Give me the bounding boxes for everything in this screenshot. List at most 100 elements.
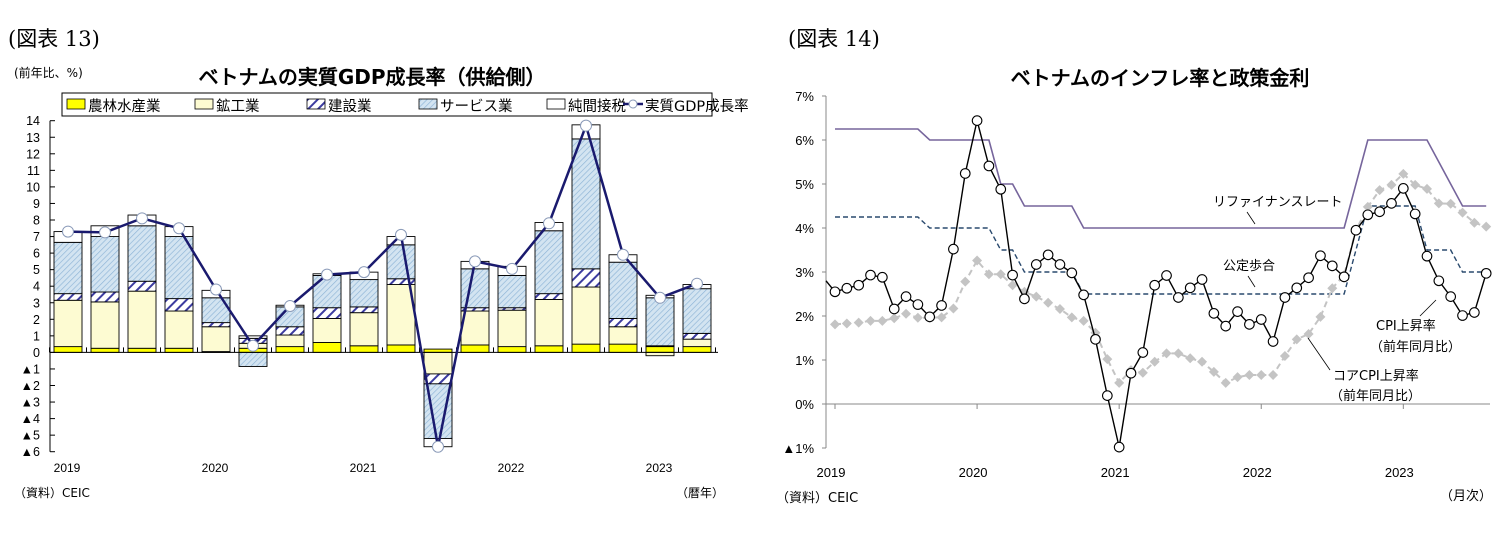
chart-title-14: ベトナムのインフレ率と政策金利 xyxy=(1011,66,1310,90)
gdp-growth-point xyxy=(321,268,333,281)
cpi-point xyxy=(900,291,912,302)
y-tick-label: ▲1 xyxy=(21,362,40,376)
bar-segment-0 xyxy=(571,343,601,353)
cpi-point xyxy=(1173,292,1184,303)
core-cpi-point xyxy=(1268,369,1279,380)
core-cpi-point xyxy=(1398,168,1409,179)
core-cpi-point xyxy=(1315,311,1326,322)
core-cpi-point xyxy=(1197,356,1208,367)
cpi-point xyxy=(1338,271,1350,283)
bar-segment-3 xyxy=(201,297,231,324)
bar-segment-3 xyxy=(497,274,527,309)
y-tick-label: 5% xyxy=(795,177,814,192)
x-tick-label: 2023 xyxy=(1385,465,1414,480)
gdp-growth-point xyxy=(284,300,296,313)
cpi-point xyxy=(877,271,888,283)
cpi-point xyxy=(1125,367,1137,379)
cpi-point xyxy=(1362,209,1374,221)
bar-segment-2 xyxy=(423,373,453,385)
y-tick-label: 12 xyxy=(26,147,40,161)
bar-segment-0 xyxy=(534,345,564,353)
annotation-refinance-rate: リファイナンスレート xyxy=(1213,195,1342,210)
bar-segment-2 xyxy=(164,298,194,312)
cpi-point xyxy=(1291,282,1303,294)
core-cpi-point xyxy=(1173,348,1184,359)
annotation-arrow xyxy=(1246,211,1256,225)
y-tick-label: 11 xyxy=(27,164,40,178)
legend-swatch-1 xyxy=(194,98,214,110)
gdp-growth-point xyxy=(210,283,222,296)
bar-stack-2023Q1 xyxy=(645,294,675,357)
annotation-core-cpi-line1: コアCPI上昇率 xyxy=(1333,368,1419,384)
gdp-growth-point xyxy=(432,440,444,453)
bar-segment-0 xyxy=(645,346,675,353)
cpi-point xyxy=(971,115,983,126)
x-tick-label: 2021 xyxy=(1101,465,1130,480)
cpi-point xyxy=(1445,291,1457,302)
cpi-point xyxy=(1409,208,1421,220)
bar-segment-1 xyxy=(127,290,157,349)
chart-title-13: ベトナムの実質GDP成長率（供給側） xyxy=(198,65,545,89)
cpi-point xyxy=(1161,270,1172,281)
y-tick-label: 2% xyxy=(795,309,814,324)
cpi-point xyxy=(1208,308,1220,319)
cpi-point xyxy=(853,279,865,291)
bar-segment-0 xyxy=(608,343,638,353)
y-tick-label: 7 xyxy=(33,230,40,244)
core-cpi-point xyxy=(1386,179,1397,190)
y-tick-label: 5 xyxy=(33,263,40,277)
core-cpi-point xyxy=(1137,367,1148,378)
bar-segment-2 xyxy=(534,293,564,300)
bar-stack-2020Q3 xyxy=(275,304,305,353)
core-cpi-point xyxy=(948,303,959,314)
bar-segment-3 xyxy=(164,236,194,300)
legend-marker-icon xyxy=(628,99,638,109)
bar-segment-0 xyxy=(312,342,342,353)
cpi-point xyxy=(1480,267,1492,279)
bar-segment-0 xyxy=(460,344,490,353)
x-tick-label: 2022 xyxy=(498,461,525,475)
gdp-growth-point xyxy=(136,212,148,225)
bar-segment-3 xyxy=(534,230,564,295)
cpi-point xyxy=(1054,259,1066,270)
bar-segment-2 xyxy=(608,318,638,328)
gdp-growth-point xyxy=(543,217,555,230)
gdp-growth-point xyxy=(580,119,592,132)
figure-label-14: (図表 14) xyxy=(788,27,880,51)
core-cpi-point xyxy=(1208,366,1219,377)
bar-segment-1 xyxy=(201,326,231,353)
cpi-point xyxy=(1030,259,1042,270)
core-cpi-point xyxy=(1220,377,1231,388)
core-cpi-point xyxy=(1102,354,1113,365)
y-tick-label: 4 xyxy=(33,280,40,294)
core-cpi-point xyxy=(830,319,840,330)
x-tick-label: 2022 xyxy=(1243,465,1272,480)
annotation-cpi-line2: （前年同月比） xyxy=(1370,339,1461,355)
y-tick-label: 14 xyxy=(26,114,40,128)
annotation-core-cpi-line2: （前年同月比） xyxy=(1330,388,1421,404)
cpi-point xyxy=(1149,279,1161,291)
bar-stack-2022Q3 xyxy=(571,124,601,353)
cpi-point xyxy=(1315,250,1326,262)
bar-segment-1 xyxy=(53,299,83,348)
core-cpi-point xyxy=(1054,303,1065,314)
core-cpi-point xyxy=(1114,377,1125,388)
bar-segment-3 xyxy=(238,351,268,367)
cpi-point xyxy=(1019,293,1030,305)
annotation-arrow xyxy=(1247,275,1256,288)
x-tick-label: 2019 xyxy=(817,465,846,480)
bar-stack-2021Q1 xyxy=(349,271,379,353)
annotation-arrow xyxy=(1419,299,1437,317)
bar-segment-1 xyxy=(164,310,194,349)
gdp-growth-point xyxy=(617,248,629,261)
cpi-point xyxy=(1220,320,1232,332)
bar-segment-2 xyxy=(682,332,712,340)
cpi-point xyxy=(912,299,924,310)
core-cpi-point xyxy=(960,276,971,287)
annotation-arrow xyxy=(1307,337,1331,371)
cpi-point xyxy=(1090,333,1101,345)
y-tick-label: 4% xyxy=(795,221,814,236)
core-cpi-point xyxy=(1469,217,1480,228)
core-cpi-point xyxy=(1410,179,1421,190)
y-tick-label: 6% xyxy=(795,133,814,148)
